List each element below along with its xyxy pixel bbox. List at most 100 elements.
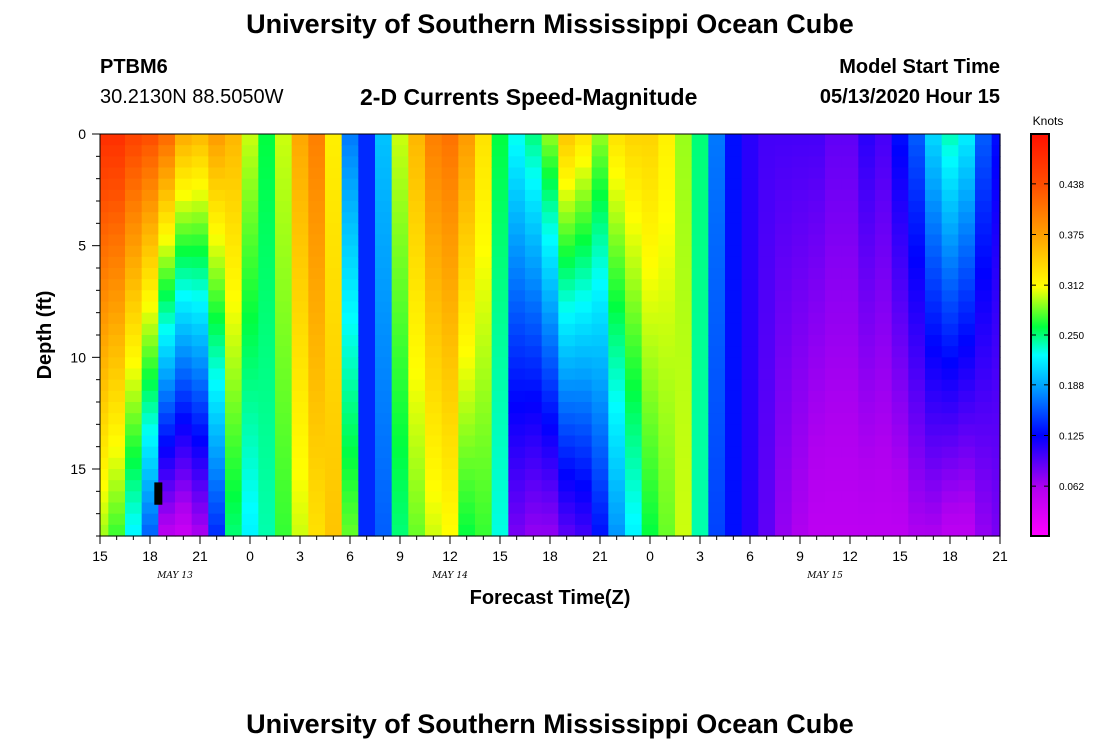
heatmap-cell	[691, 212, 709, 224]
heatmap-cell	[158, 379, 176, 392]
heatmap-cell	[425, 167, 443, 180]
heatmap-cell	[641, 301, 659, 314]
heatmap-cell	[308, 256, 326, 269]
heatmap-cell	[375, 134, 393, 146]
heatmap-cell	[258, 480, 276, 492]
heatmap-cell	[591, 178, 609, 191]
heatmap-cell	[925, 402, 943, 414]
heatmap-cell	[175, 279, 193, 291]
heatmap-cell	[241, 223, 259, 236]
heatmap-cell	[441, 134, 459, 146]
heatmap-cell	[908, 290, 926, 303]
heatmap-cell	[100, 346, 109, 358]
heatmap-cell	[608, 312, 626, 325]
heatmap-cell	[241, 502, 259, 515]
heatmap-cell	[458, 234, 476, 247]
heatmap-cell	[641, 435, 659, 448]
heatmap-cell	[475, 457, 493, 470]
heatmap-cell	[625, 424, 643, 437]
heatmap-cell	[100, 301, 109, 314]
heatmap-cell	[825, 167, 843, 180]
heatmap-cell	[558, 480, 576, 492]
heatmap-cell	[175, 223, 193, 236]
heatmap-cell	[158, 469, 176, 481]
heatmap-cell	[908, 189, 926, 202]
heatmap-cell	[958, 513, 976, 526]
heatmap-cell	[391, 357, 409, 370]
heatmap-cell	[658, 312, 676, 325]
heatmap-cell	[725, 279, 743, 291]
heatmap-cell	[358, 223, 376, 236]
heatmap-cell	[891, 346, 909, 358]
heatmap-cell	[408, 201, 426, 213]
heatmap-cell	[358, 379, 376, 392]
heatmap-cell	[708, 301, 726, 314]
heatmap-cell	[908, 513, 926, 526]
heatmap-cell	[208, 234, 226, 247]
heatmap-cell	[100, 223, 109, 236]
heatmap-cell	[508, 323, 526, 336]
heatmap-cell	[575, 402, 593, 414]
heatmap-cell	[525, 435, 543, 448]
chart-title-bottom: University of Southern Mississippi Ocean…	[246, 709, 854, 739]
heatmap-cell	[525, 312, 543, 325]
heatmap-cell	[441, 223, 459, 236]
heatmap-cell	[100, 457, 109, 470]
heatmap-cell	[641, 491, 659, 504]
heatmap-cell	[591, 368, 609, 381]
heatmap-cell	[441, 491, 459, 504]
heatmap-cell	[408, 134, 426, 146]
heatmap-cell	[425, 301, 443, 314]
heatmap-cell	[975, 323, 993, 336]
heatmap-cell	[275, 390, 293, 403]
heatmap-cell	[891, 189, 909, 202]
heatmap-cell	[141, 457, 159, 470]
heatmap-cell	[191, 390, 209, 403]
heatmap-cell	[375, 368, 393, 381]
heatmap-cell	[558, 234, 576, 247]
heatmap-cell	[608, 346, 626, 358]
heatmap-cell	[108, 379, 126, 392]
heatmap-cell	[725, 513, 743, 526]
heatmap-cell	[758, 469, 776, 481]
heatmap-cell	[841, 446, 859, 459]
heatmap-cell	[958, 256, 976, 269]
heatmap-cell	[100, 212, 109, 224]
heatmap-cell	[100, 178, 109, 191]
heatmap-cell	[208, 469, 226, 481]
heatmap-cell	[141, 413, 159, 425]
heatmap-cell	[791, 145, 809, 157]
heatmap-cell	[258, 279, 276, 291]
heatmap-cell	[841, 178, 859, 191]
heatmap-cell	[541, 346, 559, 358]
heatmap-cell	[508, 301, 526, 314]
heatmap-cell	[525, 268, 543, 280]
heatmap-cell	[275, 145, 293, 157]
heatmap-cell	[791, 368, 809, 381]
heatmap-cell	[208, 212, 226, 224]
heatmap-cell	[758, 346, 776, 358]
heatmap-cell	[141, 357, 159, 370]
heatmap-cell	[541, 268, 559, 280]
heatmap-cell	[275, 413, 293, 425]
heatmap-cell	[691, 357, 709, 370]
heatmap-cell	[608, 178, 626, 191]
heatmap-cell	[775, 480, 793, 492]
heatmap-cell	[508, 368, 526, 381]
heatmap-cell	[908, 446, 926, 459]
heatmap-cell	[408, 502, 426, 515]
heatmap-cell	[175, 368, 193, 381]
heatmap-cell	[108, 524, 126, 537]
heatmap-cell	[675, 234, 693, 247]
heatmap-cell	[308, 290, 326, 303]
heatmap-cell	[100, 524, 109, 537]
heatmap-cell	[508, 379, 526, 392]
heatmap-cell	[441, 335, 459, 347]
heatmap-cell	[791, 234, 809, 247]
heatmap-cell	[875, 368, 893, 381]
heatmap-cell	[391, 435, 409, 448]
heatmap-cell	[491, 245, 509, 258]
heatmap-cell	[508, 234, 526, 247]
heatmap-cell	[691, 513, 709, 526]
heatmap-cell	[958, 457, 976, 470]
